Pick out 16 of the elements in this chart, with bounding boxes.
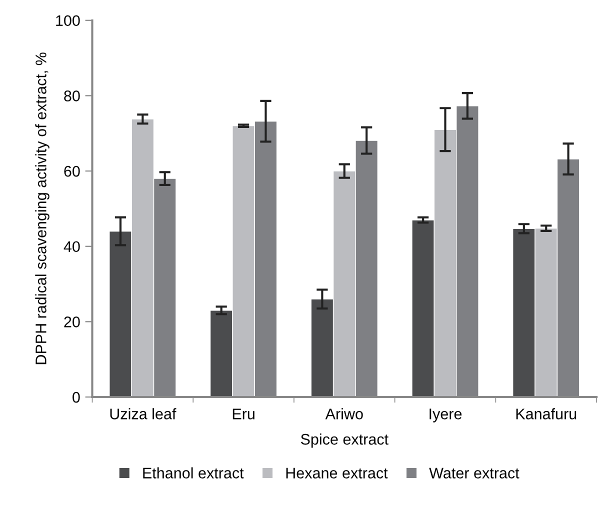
x-tick-label: Iyere	[430, 408, 462, 422]
x-tick-label: Ariwo	[325, 408, 363, 420]
legend-label: Ethanol extract	[143, 467, 244, 478]
legend-label: Water extract	[429, 468, 520, 478]
y-tick-label: 20	[64, 316, 80, 328]
x-tick-label: Eru	[232, 408, 254, 420]
x-axis-title: Spice extract	[300, 433, 388, 448]
y-axis-title: DPPH radical scavenging activity of extract, %	[35, 52, 50, 364]
y-tick-label: 100	[56, 15, 80, 26]
x-tick-label: Uziza leaf	[110, 408, 176, 420]
y-tick-label: 40	[64, 241, 80, 252]
x-tick-label: Kanafuru	[516, 408, 576, 420]
y-tick-label: 80	[64, 90, 80, 102]
y-tick-label: 0	[72, 392, 80, 403]
y-tick-label: 60	[64, 166, 80, 177]
legend-label: Hexane extract	[286, 468, 388, 478]
